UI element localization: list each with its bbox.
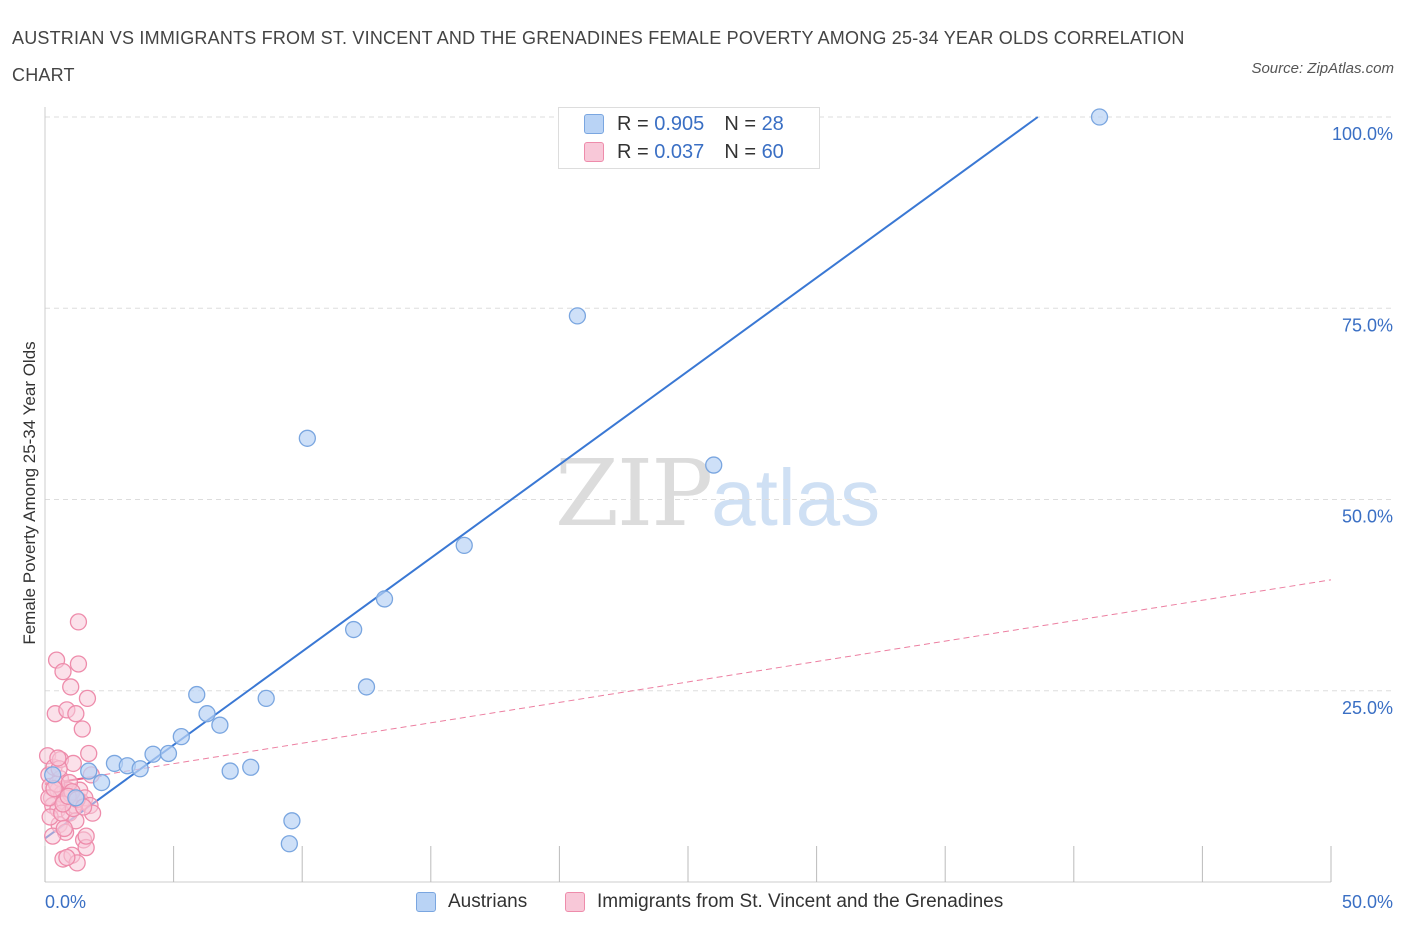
austrians-point	[283, 812, 301, 830]
immigrants-point	[69, 613, 88, 631]
data-points	[38, 108, 1109, 872]
austrians-point	[159, 744, 178, 763]
legend-row-immigrants: R = 0.037 N = 60	[584, 139, 784, 165]
legend-box: R = 0.905 N = 28 R = 0.037 N = 60	[558, 107, 820, 169]
austrians-point	[375, 590, 394, 608]
immigrants-point	[73, 720, 91, 738]
immigrants-trend-line	[44, 579, 1332, 785]
watermark-zip: ZIP	[555, 440, 713, 547]
legend-swatch-austrians	[584, 114, 604, 134]
legend-r-value: 0.905	[654, 112, 705, 135]
immigrants-point	[58, 848, 76, 867]
austrians-point	[144, 745, 162, 763]
austrians-point	[67, 789, 85, 807]
austrians-point	[80, 762, 98, 780]
austrians-point	[298, 429, 316, 447]
x-tick-label: 0.0%	[45, 892, 86, 912]
austrians-point	[344, 620, 363, 639]
legend-n-value: 28	[761, 112, 784, 135]
austrians-point	[280, 835, 298, 853]
watermark-atlas: atlas	[711, 453, 881, 542]
legend-n-label: N =	[724, 140, 756, 163]
austrians-point	[1090, 108, 1109, 126]
austrians-point	[131, 760, 149, 778]
austrians-point	[568, 307, 587, 325]
austrians-trend-line	[44, 116, 1039, 840]
immigrants-point	[49, 749, 67, 767]
chart-title: AUSTRIAN VS IMMIGRANTS FROM ST. VINCENT …	[12, 28, 1185, 85]
austrians-point	[198, 705, 216, 723]
immigrants-point	[78, 689, 97, 708]
legend-r-value: 0.037	[654, 140, 705, 163]
legend-swatch-immigrants	[584, 142, 604, 162]
immigrants-point	[62, 678, 80, 696]
austrians-point	[705, 456, 723, 474]
bottom-legend-swatch-immigrants	[565, 892, 585, 912]
immigrants-point	[77, 827, 95, 845]
bottom-legend-austrians: Austrians	[416, 888, 527, 916]
y-tick-label: 75.0%	[1342, 315, 1393, 335]
austrians-point	[188, 685, 206, 704]
bottom-legend-label-immigrants: Immigrants from St. Vincent and the Gren…	[597, 891, 1004, 912]
immigrants-point	[69, 655, 88, 673]
austrians-point	[172, 728, 190, 746]
immigrants-point	[55, 819, 73, 838]
immigrants-point	[67, 705, 85, 723]
austrians-point	[257, 689, 275, 708]
y-tick-label: 50.0%	[1342, 507, 1393, 527]
grid-lines	[45, 116, 1391, 692]
legend-row-austrians: R = 0.905 N = 28	[584, 111, 784, 137]
watermark: ZIPatlas	[555, 440, 880, 547]
legend-n-label: N =	[724, 112, 756, 135]
immigrants-point	[80, 744, 98, 763]
x-tick-label: 50.0%	[1342, 892, 1393, 912]
austrians-point	[92, 773, 111, 792]
source-label: Source: ZipAtlas.com	[1251, 60, 1394, 77]
legend-r-label: R =	[617, 140, 649, 163]
austrians-point	[44, 766, 62, 784]
austrians-point	[357, 678, 376, 696]
axes	[44, 107, 1332, 883]
austrians-point	[211, 716, 229, 734]
legend-r-label: R =	[617, 112, 649, 135]
bottom-legend-swatch-austrians	[416, 892, 436, 912]
austrians-point	[221, 762, 239, 780]
legend-n-value: 60	[761, 140, 784, 163]
bottom-legend-immigrants: Immigrants from St. Vincent and the Gren…	[565, 888, 1003, 916]
austrians-point	[455, 536, 473, 555]
y-tick-label: 100.0%	[1332, 124, 1393, 144]
trend-lines	[44, 116, 1332, 840]
immigrants-point	[54, 662, 72, 681]
austrians-point	[242, 758, 260, 776]
y-tick-label: 25.0%	[1342, 698, 1393, 718]
bottom-legend-label-austrians: Austrians	[448, 891, 528, 912]
tick-labels: 100.0% 75.0% 50.0% 25.0% 0.0% 50.0%	[45, 124, 1393, 912]
